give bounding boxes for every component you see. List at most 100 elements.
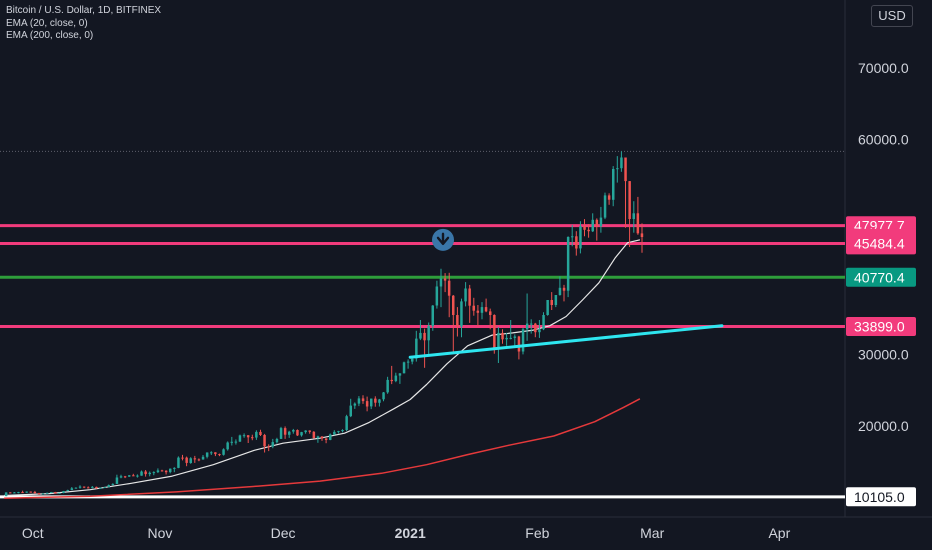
candle[interactable]: [283, 426, 287, 439]
candle[interactable]: [70, 487, 74, 491]
candle[interactable]: [74, 487, 78, 489]
candle[interactable]: [439, 268, 443, 308]
candle[interactable]: [45, 492, 49, 494]
candle[interactable]: [542, 312, 545, 331]
candle[interactable]: [9, 492, 12, 494]
candle[interactable]: [476, 305, 480, 327]
candle[interactable]: [554, 295, 558, 308]
ema20-line[interactable]: [4, 239, 641, 497]
candle[interactable]: [25, 491, 28, 493]
candle[interactable]: [173, 467, 176, 473]
candle[interactable]: [136, 474, 139, 478]
candle[interactable]: [464, 282, 467, 307]
candle[interactable]: [468, 284, 471, 323]
trendline[interactable]: [408, 324, 724, 359]
candle[interactable]: [205, 452, 209, 459]
candle[interactable]: [329, 433, 332, 441]
candle[interactable]: [263, 433, 266, 453]
candle[interactable]: [566, 236, 570, 298]
candle[interactable]: [378, 398, 381, 407]
candle[interactable]: [616, 156, 619, 183]
candle[interactable]: [152, 471, 156, 476]
candle[interactable]: [103, 486, 106, 488]
candle[interactable]: [128, 475, 131, 477]
candle[interactable]: [164, 470, 168, 475]
candle[interactable]: [419, 320, 422, 341]
candle[interactable]: [111, 483, 115, 486]
candle[interactable]: [423, 328, 426, 368]
candle[interactable]: [54, 491, 57, 494]
candle[interactable]: [525, 293, 529, 341]
candle[interactable]: [612, 166, 615, 207]
time-axis[interactable]: Oct Nov Dec 2021 Feb Mar Apr: [22, 525, 791, 541]
candle[interactable]: [300, 431, 303, 437]
legend-ema200[interactable]: EMA (200, close, 0): [6, 30, 94, 41]
candle[interactable]: [546, 300, 549, 316]
candle[interactable]: [238, 434, 242, 442]
candle[interactable]: [624, 157, 627, 228]
candle[interactable]: [583, 219, 586, 237]
candle[interactable]: [636, 196, 640, 235]
candle[interactable]: [107, 484, 111, 488]
candle[interactable]: [398, 373, 402, 384]
candle[interactable]: [160, 469, 164, 472]
candle[interactable]: [435, 280, 439, 309]
candle[interactable]: [279, 426, 283, 439]
candle[interactable]: [308, 430, 312, 434]
candle[interactable]: [226, 441, 229, 451]
candle[interactable]: [185, 456, 188, 467]
candle[interactable]: [353, 402, 357, 409]
candle[interactable]: [144, 470, 147, 477]
candle[interactable]: [493, 314, 496, 354]
candle[interactable]: [402, 361, 406, 374]
candle[interactable]: [628, 181, 631, 247]
candle[interactable]: [357, 396, 361, 407]
candle[interactable]: [123, 475, 127, 479]
candle[interactable]: [132, 473, 135, 477]
candle[interactable]: [189, 457, 193, 464]
candle[interactable]: [259, 429, 262, 436]
candle[interactable]: [4, 492, 8, 497]
candle[interactable]: [58, 492, 61, 494]
candle[interactable]: [571, 224, 574, 247]
candle[interactable]: [324, 438, 328, 444]
candle[interactable]: [550, 292, 554, 310]
candle[interactable]: [406, 359, 410, 369]
ema200-line[interactable]: [4, 398, 641, 500]
candle[interactable]: [210, 451, 213, 455]
candle[interactable]: [431, 305, 435, 331]
legend-symbol[interactable]: Bitcoin / U.S. Dollar, 1D, BITFINEX: [6, 5, 162, 16]
candle[interactable]: [33, 490, 37, 494]
candle[interactable]: [201, 455, 205, 460]
candle[interactable]: [148, 471, 152, 477]
candle[interactable]: [341, 429, 344, 433]
candle[interactable]: [595, 218, 599, 241]
candle[interactable]: [140, 470, 143, 476]
candle[interactable]: [456, 307, 459, 337]
candle[interactable]: [99, 487, 102, 489]
candle[interactable]: [17, 491, 20, 494]
candle[interactable]: [312, 431, 316, 439]
candle[interactable]: [386, 376, 389, 394]
candle[interactable]: [390, 365, 394, 385]
candle[interactable]: [620, 151, 623, 172]
candle[interactable]: [13, 492, 16, 494]
candle[interactable]: [337, 430, 340, 434]
candle[interactable]: [505, 332, 508, 346]
candle[interactable]: [480, 302, 484, 320]
candle[interactable]: [78, 485, 82, 489]
candle[interactable]: [365, 396, 369, 412]
candle[interactable]: [316, 435, 320, 443]
candle[interactable]: [361, 395, 365, 404]
candle[interactable]: [214, 452, 217, 457]
price-axis[interactable]: 70000.0 60000.0 30000.0 20000.0: [858, 60, 909, 434]
currency-button[interactable]: USD: [871, 5, 913, 27]
candle[interactable]: [333, 430, 336, 436]
candle[interactable]: [230, 436, 234, 446]
candle[interactable]: [193, 455, 197, 463]
candle[interactable]: [156, 468, 160, 473]
candle[interactable]: [242, 433, 246, 438]
candle[interactable]: [218, 453, 221, 457]
candle[interactable]: [234, 439, 238, 445]
